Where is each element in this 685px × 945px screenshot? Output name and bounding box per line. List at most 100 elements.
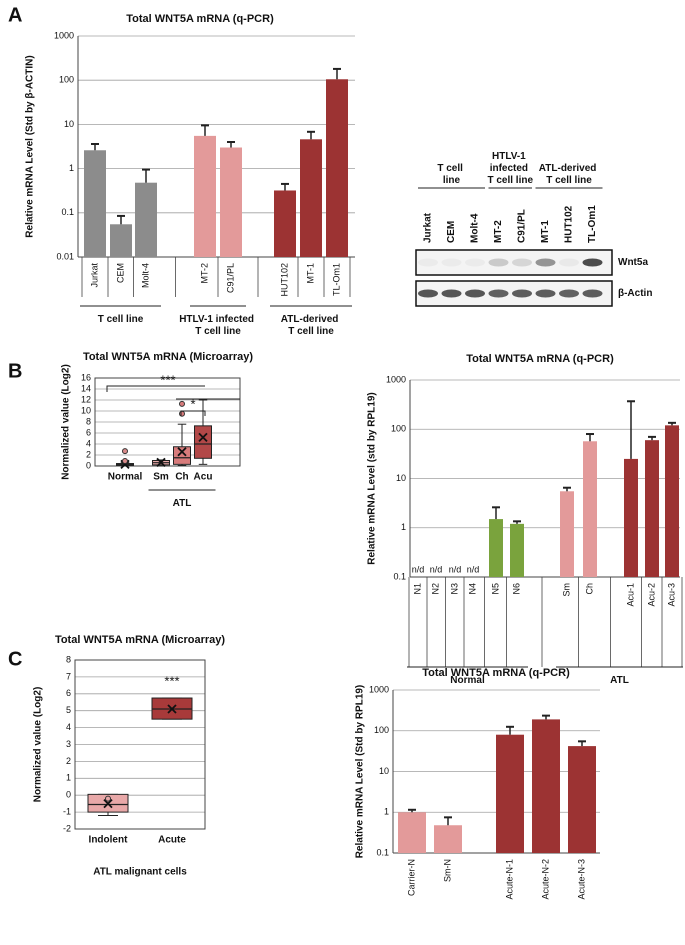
blot-band [465, 289, 485, 298]
y-tick-label: 100 [59, 75, 74, 85]
blot-band [488, 258, 509, 267]
blot-band [559, 258, 579, 267]
x-tick-label: HUT102 [279, 263, 289, 297]
bar [645, 440, 659, 577]
y-tick-label: 2 [86, 449, 91, 459]
bar [665, 425, 679, 577]
value-label: n/d [430, 564, 443, 574]
bar [220, 147, 242, 257]
outlier [122, 448, 128, 455]
y-tick-label: 4 [66, 722, 71, 732]
y-tick-label: 8 [66, 654, 71, 664]
bar [326, 79, 348, 258]
x-tick-label: N5 [490, 583, 500, 595]
y-tick-label: 6 [66, 688, 71, 698]
blot-band [465, 258, 485, 267]
x-tick-label: Acute-N-1 [504, 859, 514, 900]
bar [84, 150, 106, 257]
x-tick-label: Acu-2 [646, 583, 656, 607]
x-tick-label: Acu-3 [666, 583, 676, 607]
mean-marker [167, 704, 177, 714]
panel-label: C [8, 648, 22, 670]
lane-label: MT-2 [493, 220, 504, 243]
annotation: * [190, 396, 195, 411]
y-axis-label: Normalized value (Log2) [33, 687, 44, 803]
x-tick-label: Acu-1 [625, 583, 635, 607]
box [173, 446, 191, 465]
bar [510, 523, 524, 577]
box [194, 425, 212, 459]
y-tick-label: 10 [64, 119, 74, 129]
y-tick-label: 12 [81, 394, 91, 404]
y-tick-label: -2 [63, 823, 71, 833]
significance-bracket [180, 410, 206, 416]
y-tick-label: 8 [86, 416, 91, 426]
annotation: *** [164, 673, 179, 688]
lane-label: Molt-4 [470, 213, 481, 243]
blot-band [418, 289, 438, 298]
y-tick-label: 1000 [369, 684, 389, 694]
x-tick-label: C91/PL [225, 263, 235, 293]
blot-band [559, 289, 579, 298]
x-tick-label: Sm [561, 583, 571, 597]
group-label: Normal [450, 675, 485, 686]
y-tick-label: 1 [69, 163, 74, 173]
x-tick-label: Acute-N-3 [576, 859, 586, 900]
blot-band [441, 258, 462, 267]
bar [583, 441, 597, 577]
y-tick-label: 0 [66, 790, 71, 800]
y-tick-label: 2 [66, 756, 71, 766]
annotation: *** [160, 372, 175, 387]
significance-bracket [106, 385, 205, 392]
lane-label: CEM [446, 221, 457, 243]
bar [300, 139, 322, 257]
x-tick-label: Acu [194, 472, 213, 483]
bar [624, 458, 638, 577]
bar [532, 719, 560, 853]
blot-band [582, 289, 603, 298]
x-tick-label: TL-Om1 [331, 263, 341, 296]
y-tick-label: 10 [396, 473, 406, 483]
mean-marker [156, 457, 166, 468]
blot-band [582, 258, 603, 267]
x-tick-label: Molt-4 [140, 263, 150, 288]
mean-marker [103, 799, 113, 809]
x-tick-label: Ch [175, 472, 188, 483]
blot-band [512, 289, 532, 298]
group-label: ATL-derived T cell line [539, 163, 599, 186]
group-label: ATL-derived T cell line [281, 314, 341, 337]
band-label: Wnt5a [618, 257, 648, 268]
y-tick-label: 1 [66, 773, 71, 783]
blot-band [512, 258, 532, 267]
y-axis-label: Normalized value (Log2) [61, 364, 72, 480]
band-label: β-Actin [618, 288, 652, 299]
y-axis-label: Relative mRNA Level (Std by β-ACTIN) [25, 55, 36, 237]
blot-band [535, 258, 556, 267]
outlier [105, 795, 111, 802]
x-tick-label: Acute-N-2 [540, 859, 550, 900]
x-tick-label: N6 [511, 583, 521, 595]
group-label: ATL [173, 498, 192, 509]
outlier [179, 410, 185, 417]
bar [110, 224, 132, 257]
y-axis-label: Relative mRNA Level (std by RPL19) [367, 392, 378, 564]
x-tick-label: Acute [158, 835, 186, 846]
y-tick-label: 1000 [386, 374, 406, 384]
panel-label: A [8, 4, 22, 26]
x-tick-label: Sm-N [442, 859, 452, 882]
y-tick-label: 1000 [54, 30, 74, 40]
y-tick-label: 10 [379, 766, 389, 776]
outlier [122, 458, 128, 465]
y-tick-label: 4 [86, 438, 91, 448]
bar [135, 182, 157, 257]
x-tick-label: MT-2 [199, 263, 209, 284]
chart-title: Total WNT5A mRNA (q-PCR) [466, 353, 614, 365]
x-tick-label: CEM [115, 263, 125, 283]
lane-label: C91/PL [517, 209, 528, 243]
outlier [179, 400, 185, 407]
bar [274, 190, 296, 257]
lane-label: HUT102 [564, 205, 575, 243]
y-tick-label: 100 [374, 725, 389, 735]
bar [194, 135, 216, 257]
